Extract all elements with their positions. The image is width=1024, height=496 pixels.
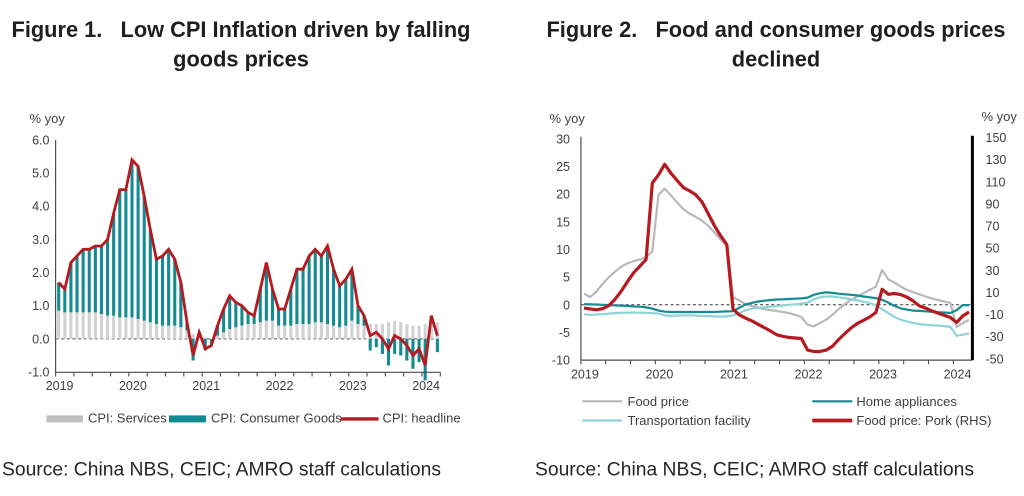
svg-text:Figure 2. Food and consumer: Figure 2. Food and consumer goods prices: [546, 17, 1005, 42]
svg-text:1.0: 1.0: [32, 299, 49, 313]
svg-text:-50: -50: [986, 352, 1004, 366]
svg-text:Food price: Pork (RHS): Food price: Pork (RHS): [856, 413, 991, 428]
svg-text:CPI: headline: CPI: headline: [383, 411, 461, 426]
svg-text:10: 10: [986, 286, 1000, 300]
svg-text:30: 30: [556, 132, 570, 146]
svg-text:declined: declined: [732, 47, 820, 72]
svg-text:10: 10: [556, 243, 570, 257]
svg-text:15: 15: [556, 215, 570, 229]
svg-text:5.0: 5.0: [32, 167, 49, 181]
svg-text:2020: 2020: [119, 379, 147, 393]
svg-text:2019: 2019: [46, 379, 74, 393]
svg-text:% yoy: % yoy: [982, 109, 1018, 124]
svg-text:2019: 2019: [571, 368, 599, 382]
svg-text:5: 5: [563, 271, 570, 285]
svg-text:2021: 2021: [720, 368, 748, 382]
svg-text:110: 110: [986, 175, 1006, 189]
svg-text:-30: -30: [986, 330, 1004, 344]
svg-text:20: 20: [556, 188, 570, 202]
svg-text:Source: China NBS, CEIC; AMRO: Source: China NBS, CEIC; AMRO staff calc…: [2, 460, 441, 481]
svg-text:50: 50: [986, 242, 1000, 256]
svg-text:-10: -10: [552, 354, 570, 368]
svg-text:30: 30: [986, 264, 1000, 278]
svg-text:4.0: 4.0: [32, 200, 49, 214]
svg-text:0.0: 0.0: [32, 332, 49, 346]
svg-text:-5: -5: [559, 326, 570, 340]
svg-text:Transportation facility: Transportation facility: [628, 413, 752, 428]
svg-text:70: 70: [986, 220, 1000, 234]
svg-text:2022: 2022: [795, 368, 823, 382]
svg-text:25: 25: [556, 160, 570, 174]
svg-text:6.0: 6.0: [32, 133, 49, 147]
svg-text:2020: 2020: [645, 368, 673, 382]
svg-text:Food price: Food price: [628, 394, 689, 409]
svg-text:3.0: 3.0: [32, 233, 49, 247]
svg-text:0: 0: [563, 298, 570, 312]
svg-text:% yoy: % yoy: [30, 111, 66, 126]
svg-text:2021: 2021: [192, 379, 220, 393]
svg-text:% yoy: % yoy: [550, 111, 586, 126]
svg-text:CPI: Services: CPI: Services: [88, 411, 167, 426]
svg-text:Figure 1. Low CPI Inflation: Figure 1. Low CPI Inflation driven by fa…: [12, 17, 471, 42]
svg-text:Source: China NBS, CEIC; AMRO: Source: China NBS, CEIC; AMRO staff calc…: [535, 460, 974, 481]
svg-text:150: 150: [986, 131, 1007, 145]
svg-text:2022: 2022: [266, 379, 294, 393]
svg-text:goods prices: goods prices: [173, 47, 309, 72]
svg-text:90: 90: [986, 198, 1000, 212]
svg-text:-10: -10: [986, 308, 1004, 322]
svg-text:2023: 2023: [869, 368, 897, 382]
svg-text:CPI: Consumer Goods: CPI: Consumer Goods: [211, 411, 342, 426]
svg-text:130: 130: [986, 153, 1007, 167]
svg-text:-1.0: -1.0: [28, 366, 50, 380]
svg-text:2024: 2024: [944, 368, 972, 382]
svg-text:2023: 2023: [339, 379, 367, 393]
svg-text:Home appliances: Home appliances: [856, 394, 957, 409]
svg-text:2024: 2024: [412, 379, 440, 393]
svg-text:2.0: 2.0: [32, 266, 49, 280]
